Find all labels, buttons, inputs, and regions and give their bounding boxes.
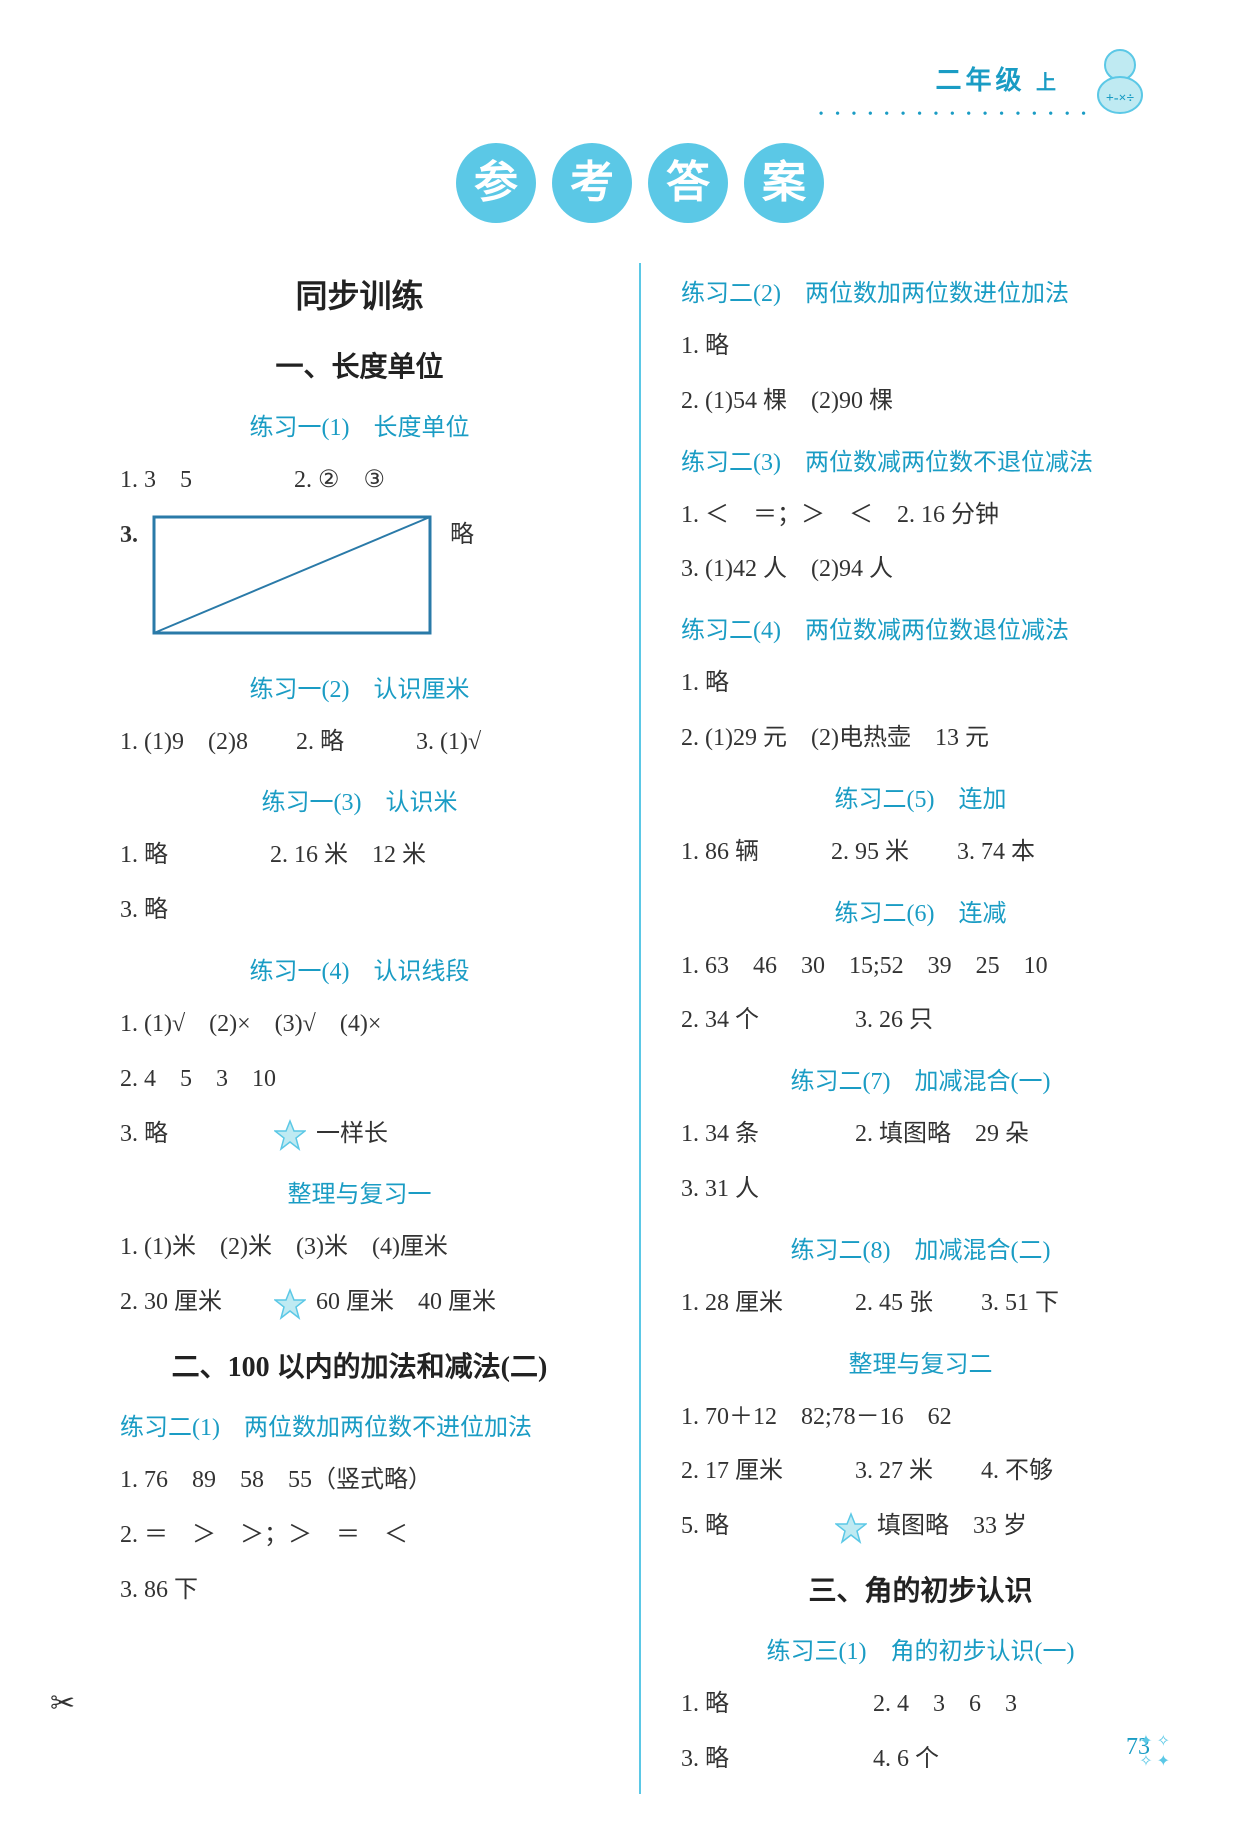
ex1-1-q3: 3. — [120, 522, 138, 548]
ex2-2-line2: 2. (1)54 棵 (2)90 棵 — [681, 381, 1160, 422]
star-icon — [274, 1288, 306, 1320]
review1-ans2a: 2. 30 厘米 — [120, 1289, 222, 1315]
ex2-1-line3: 3. 86 下 — [120, 1570, 599, 1611]
ex1-3-label: 练习一(3) 认识米 — [120, 782, 599, 817]
unit2-title: 二、100 以内的加法和减法(二) — [120, 1345, 599, 1385]
ex1-4-line1: 1. (1)√ (2)× (3)√ (4)× — [120, 1004, 599, 1045]
page-title-row: 参 考 答 案 — [120, 143, 1160, 223]
left-column: 同步训练 一、长度单位 练习一(1) 长度单位 1. 3 5 2. ② ③ 3.… — [120, 253, 599, 1794]
title-char-2: 考 — [552, 143, 632, 223]
ex2-7-line1: 1. 34 条 2. 填图略 29 朵 — [681, 1114, 1160, 1155]
ex1-4-label: 练习一(4) 认识线段 — [120, 951, 599, 986]
ex1-4-ans3a: 3. 略 — [120, 1121, 168, 1147]
review2-ans3b: 填图略 33 岁 — [877, 1513, 1027, 1539]
grade-label: 二年级 上 — [935, 60, 1060, 97]
review2-ans3a: 5. 略 — [681, 1513, 729, 1539]
ex1-3-ans1: 1. 略 — [120, 842, 168, 868]
ex2-4-line1: 1. 略 — [681, 663, 1160, 704]
ex2-1-line2: 2. ＝ ＞ ＞；＞ ＝ ＜ — [120, 1515, 599, 1556]
ex1-3-ans2: 2. 16 米 12 米 — [270, 842, 426, 868]
ex1-2-line1: 1. (1)9 (2)8 2. 略 3. (1)√ — [120, 722, 599, 763]
ex2-2-label: 练习二(2) 两位数加两位数进位加法 — [681, 273, 1160, 308]
review1-ans2b: 60 厘米 40 厘米 — [316, 1289, 496, 1315]
ex2-6-line1: 1. 63 46 30 15;52 39 25 10 — [681, 946, 1160, 987]
ex2-8-line1: 1. 28 厘米 2. 45 张 3. 51 下 — [681, 1283, 1160, 1324]
ex2-5-line1: 1. 86 辆 2. 95 米 3. 74 本 — [681, 832, 1160, 873]
page-header: 二年级 上 — [120, 60, 1160, 97]
title-char-1: 参 — [456, 143, 536, 223]
ex2-8-label: 练习二(8) 加减混合(二) — [681, 1230, 1160, 1265]
ex2-3-line1: 1. ＜ ＝；＞ ＜ 2. 16 分钟 — [681, 495, 1160, 536]
ex1-1-line1: 1. 3 5 2. ② ③ — [120, 460, 599, 501]
review2-line1: 1. 70＋12 82;78－16 62 — [681, 1397, 1160, 1438]
star-icon — [835, 1512, 867, 1544]
review2-label: 整理与复习二 — [681, 1344, 1160, 1379]
ex1-4-ans3b: 一样长 — [316, 1121, 388, 1147]
ex2-7-line2: 3. 31 人 — [681, 1169, 1160, 1210]
title-char-4: 案 — [744, 143, 824, 223]
mascot-icon: +-×÷ — [1070, 40, 1170, 120]
svg-text:+-×÷: +-×÷ — [1106, 91, 1135, 106]
review1-line2: 2. 30 厘米 60 厘米 40 厘米 — [120, 1282, 599, 1323]
ex1-1-line3: 3. 略 — [120, 515, 599, 649]
content-columns: 同步训练 一、长度单位 练习一(1) 长度单位 1. 3 5 2. ② ③ 3.… — [120, 253, 1160, 1794]
ex1-1-label: 练习一(1) 长度单位 — [120, 407, 599, 442]
ex1-1-ans1: 1. 3 5 — [120, 467, 192, 493]
ex2-5-label: 练习二(5) 连加 — [681, 779, 1160, 814]
unit3-title: 三、角的初步认识 — [681, 1569, 1160, 1609]
right-column: 练习二(2) 两位数加两位数进位加法 1. 略 2. (1)54 棵 (2)90… — [681, 253, 1160, 1794]
ex3-1-line2: 3. 略 4. 6 个 — [681, 1739, 1160, 1780]
ex2-7-label: 练习二(7) 加减混合(一) — [681, 1061, 1160, 1096]
ex1-2-label: 练习一(2) 认识厘米 — [120, 669, 599, 704]
ex3-1-label: 练习三(1) 角的初步认识(一) — [681, 1631, 1160, 1666]
column-divider — [639, 263, 641, 1794]
unit1-title: 一、长度单位 — [120, 345, 599, 385]
ex3-1-line1: 1. 略 2. 4 3 6 3 — [681, 1684, 1160, 1725]
ex2-6-label: 练习二(6) 连减 — [681, 893, 1160, 928]
ex1-3-line1: 1. 略 2. 16 米 12 米 — [120, 835, 599, 876]
review2-line2: 2. 17 厘米 3. 27 米 4. 不够 — [681, 1451, 1160, 1492]
star-decoration-icon: ✦ ✧✧ ✦ — [1139, 1731, 1170, 1771]
review1-label: 整理与复习一 — [120, 1174, 599, 1209]
ex2-4-line2: 2. (1)29 元 (2)电热壶 13 元 — [681, 718, 1160, 759]
ex1-1-q3-suffix: 略 — [450, 522, 474, 548]
ex2-4-label: 练习二(4) 两位数减两位数退位减法 — [681, 610, 1160, 645]
ex1-4-line2: 2. 4 5 3 10 — [120, 1059, 599, 1100]
ex2-3-label: 练习二(3) 两位数减两位数不退位减法 — [681, 442, 1160, 477]
review1-line1: 1. (1)米 (2)米 (3)米 (4)厘米 — [120, 1227, 599, 1268]
ex2-6-line2: 2. 34 个 3. 26 只 — [681, 1000, 1160, 1041]
ex2-1-line1: 1. 76 89 58 55（竖式略） — [120, 1460, 599, 1501]
ex1-1-ans2: 2. ② ③ — [294, 467, 385, 493]
ex1-3-line2: 3. 略 — [120, 890, 599, 931]
ex2-1-label: 练习二(1) 两位数加两位数不进位加法 — [120, 1407, 599, 1442]
scissor-icon: ✂ — [50, 1686, 75, 1721]
ex2-3-line2: 3. (1)42 人 (2)94 人 — [681, 549, 1160, 590]
title-char-3: 答 — [648, 143, 728, 223]
header-dots: • • • • • • • • • • • • • • • • • — [120, 107, 1090, 123]
grade-suffix: 上 — [1036, 72, 1060, 94]
section-title: 同步训练 — [120, 271, 599, 317]
diagram-rect-icon — [152, 515, 432, 649]
ex2-2-line1: 1. 略 — [681, 326, 1160, 367]
star-icon — [274, 1119, 306, 1151]
review2-line3: 5. 略 填图略 33 岁 — [681, 1506, 1160, 1547]
ex1-4-line3: 3. 略 一样长 — [120, 1114, 599, 1155]
grade-text: 二年级 — [935, 66, 1025, 95]
